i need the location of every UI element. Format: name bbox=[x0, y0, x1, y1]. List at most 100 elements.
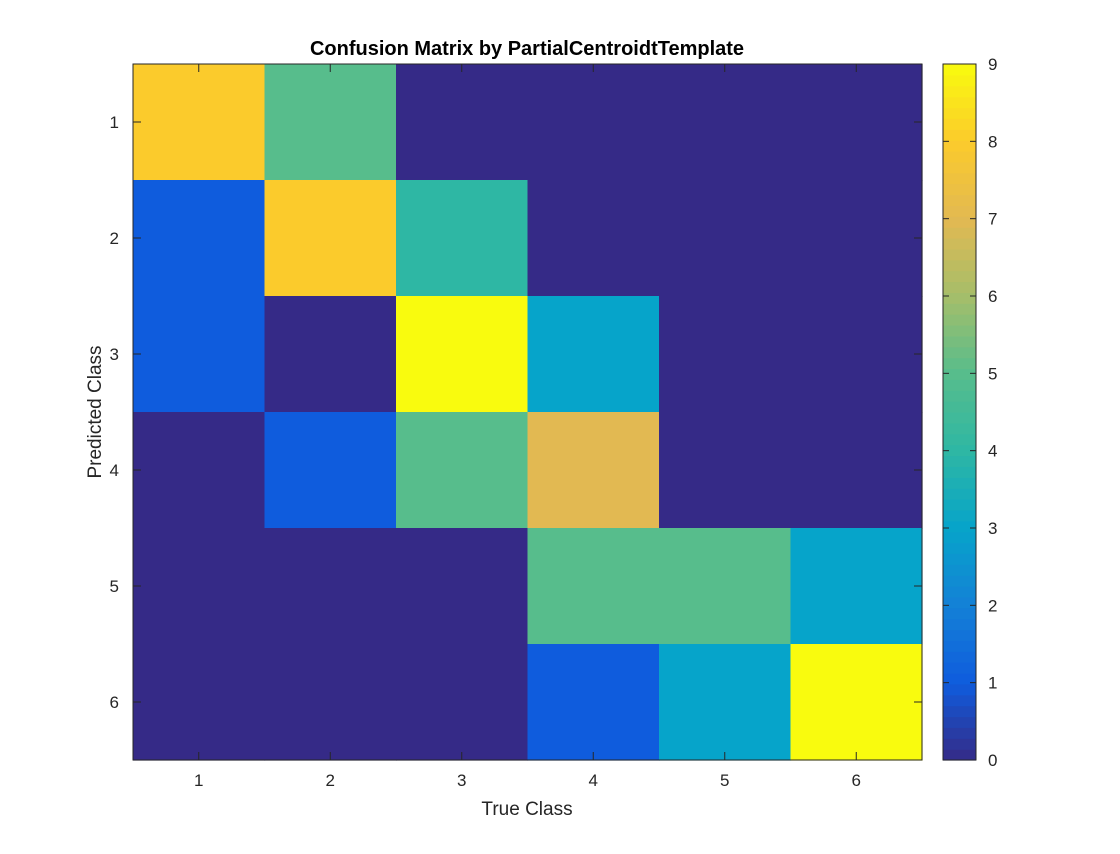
colorbar-tick-label: 1 bbox=[988, 674, 997, 693]
colorbar-segment bbox=[943, 270, 976, 283]
colorbar-tick-label: 3 bbox=[988, 519, 997, 538]
heatmap-cell bbox=[527, 296, 660, 413]
colorbar-tick-label: 5 bbox=[988, 364, 997, 383]
y-tick-label: 1 bbox=[110, 113, 119, 132]
y-tick-label: 4 bbox=[110, 461, 119, 480]
colorbar-segment bbox=[943, 74, 976, 87]
colorbar-tick-label: 7 bbox=[988, 210, 997, 229]
heatmap-cells bbox=[133, 64, 923, 761]
heatmap-cell bbox=[659, 64, 792, 181]
heatmap-cell bbox=[396, 644, 529, 761]
x-tick-label: 2 bbox=[326, 771, 335, 790]
colorbar-segment bbox=[943, 151, 976, 163]
y-axis-label: Predicted Class bbox=[85, 345, 106, 478]
heatmap-cell bbox=[659, 644, 792, 761]
heatmap-cell bbox=[264, 528, 397, 645]
colorbar-segment bbox=[943, 314, 976, 326]
colorbar-segment bbox=[943, 629, 976, 641]
colorbar-segment bbox=[943, 292, 976, 304]
plot-frame bbox=[132, 63, 923, 761]
colorbar-segment bbox=[943, 705, 976, 718]
colorbar-segment bbox=[943, 107, 976, 119]
colorbar-tick-label: 6 bbox=[988, 287, 997, 306]
colorbar-segment bbox=[943, 444, 976, 457]
colorbar-segment bbox=[943, 433, 976, 446]
colorbar-segment bbox=[943, 618, 976, 631]
colorbar-segment bbox=[943, 64, 976, 76]
colorbar-segment bbox=[943, 259, 976, 272]
colorbar-segment bbox=[943, 477, 976, 489]
colorbar-tick-labels: 0 1 2 3 4 5 6 7 8 9 bbox=[988, 55, 997, 770]
colorbar-segment bbox=[943, 673, 976, 685]
colorbar-segment bbox=[943, 303, 976, 315]
colorbar-segment bbox=[943, 368, 976, 380]
colorbar-segment bbox=[943, 161, 976, 174]
heatmap-cell bbox=[264, 296, 397, 413]
colorbar-segment bbox=[943, 455, 976, 467]
colorbar-segment bbox=[943, 281, 976, 293]
colorbar-segment bbox=[943, 694, 976, 707]
heatmap-cell bbox=[790, 64, 923, 181]
heatmap-cell bbox=[659, 180, 792, 297]
x-tick-label: 5 bbox=[720, 771, 729, 790]
plot-axes bbox=[132, 63, 923, 761]
colorbar-segment bbox=[943, 575, 976, 587]
colorbar-segment bbox=[943, 379, 976, 391]
heatmap-cell bbox=[264, 180, 397, 297]
y-tick-label: 5 bbox=[110, 577, 119, 596]
x-tick-label: 4 bbox=[589, 771, 598, 790]
colorbar-segment bbox=[943, 194, 976, 206]
heatmap-cell bbox=[659, 412, 792, 529]
colorbar-segment bbox=[943, 553, 976, 565]
heatmap-cell bbox=[527, 64, 660, 181]
y-tick-labels: 1 2 3 4 5 6 bbox=[110, 113, 119, 712]
heatmap-cell bbox=[396, 528, 529, 645]
y-tick-label: 6 bbox=[110, 693, 119, 712]
heatmap-cell bbox=[659, 528, 792, 645]
colorbar-segment bbox=[943, 651, 976, 663]
heatmap-cell bbox=[790, 528, 923, 645]
colorbar-segment bbox=[943, 466, 976, 478]
heatmap-cell bbox=[790, 180, 923, 297]
colorbar-segment bbox=[943, 509, 976, 522]
heatmap-cell bbox=[264, 412, 397, 529]
colorbar-segment bbox=[943, 607, 976, 620]
colorbar-segment bbox=[943, 183, 976, 196]
colorbar-segment bbox=[943, 727, 976, 739]
x-tick-labels: 1 2 3 4 5 6 bbox=[194, 771, 861, 790]
heatmap-cell bbox=[133, 412, 266, 529]
colorbar-segment bbox=[943, 531, 976, 544]
colorbar-segment bbox=[943, 248, 976, 261]
heatmap-cell bbox=[527, 528, 660, 645]
colorbar-segment bbox=[943, 749, 976, 761]
colorbar-segment bbox=[943, 564, 976, 576]
colorbar-tick-label: 9 bbox=[988, 55, 997, 74]
colorbar-segment bbox=[943, 412, 976, 424]
colorbar-segment bbox=[943, 118, 976, 130]
heatmap-cell bbox=[790, 296, 923, 413]
heatmap-cell bbox=[264, 644, 397, 761]
colorbar-tick-label: 8 bbox=[988, 132, 997, 151]
colorbar-segment bbox=[943, 499, 976, 511]
heatmap-cell bbox=[396, 412, 529, 529]
colorbar-segment bbox=[943, 596, 976, 609]
colorbar-segment bbox=[943, 140, 976, 152]
colorbar bbox=[942, 63, 977, 761]
colorbar-frame bbox=[942, 63, 977, 761]
x-tick-label: 1 bbox=[194, 771, 203, 790]
colorbar-segment bbox=[943, 520, 976, 533]
colorbar-segment bbox=[943, 683, 976, 696]
colorbar-segment bbox=[943, 205, 976, 217]
x-axis-label: True Class bbox=[481, 799, 572, 820]
colorbar-segment bbox=[943, 325, 976, 337]
heatmap-cell bbox=[264, 64, 397, 181]
colorbar-segment bbox=[943, 640, 976, 652]
colorbar-segment bbox=[943, 738, 976, 750]
colorbar-tick-label: 2 bbox=[988, 596, 997, 615]
colorbar-segment bbox=[943, 422, 976, 435]
colorbar-segment bbox=[943, 85, 976, 98]
heatmap-cell bbox=[790, 644, 923, 761]
heatmap-cell bbox=[133, 644, 266, 761]
heatmap-cell bbox=[527, 412, 660, 529]
colorbar-segment bbox=[943, 96, 976, 109]
